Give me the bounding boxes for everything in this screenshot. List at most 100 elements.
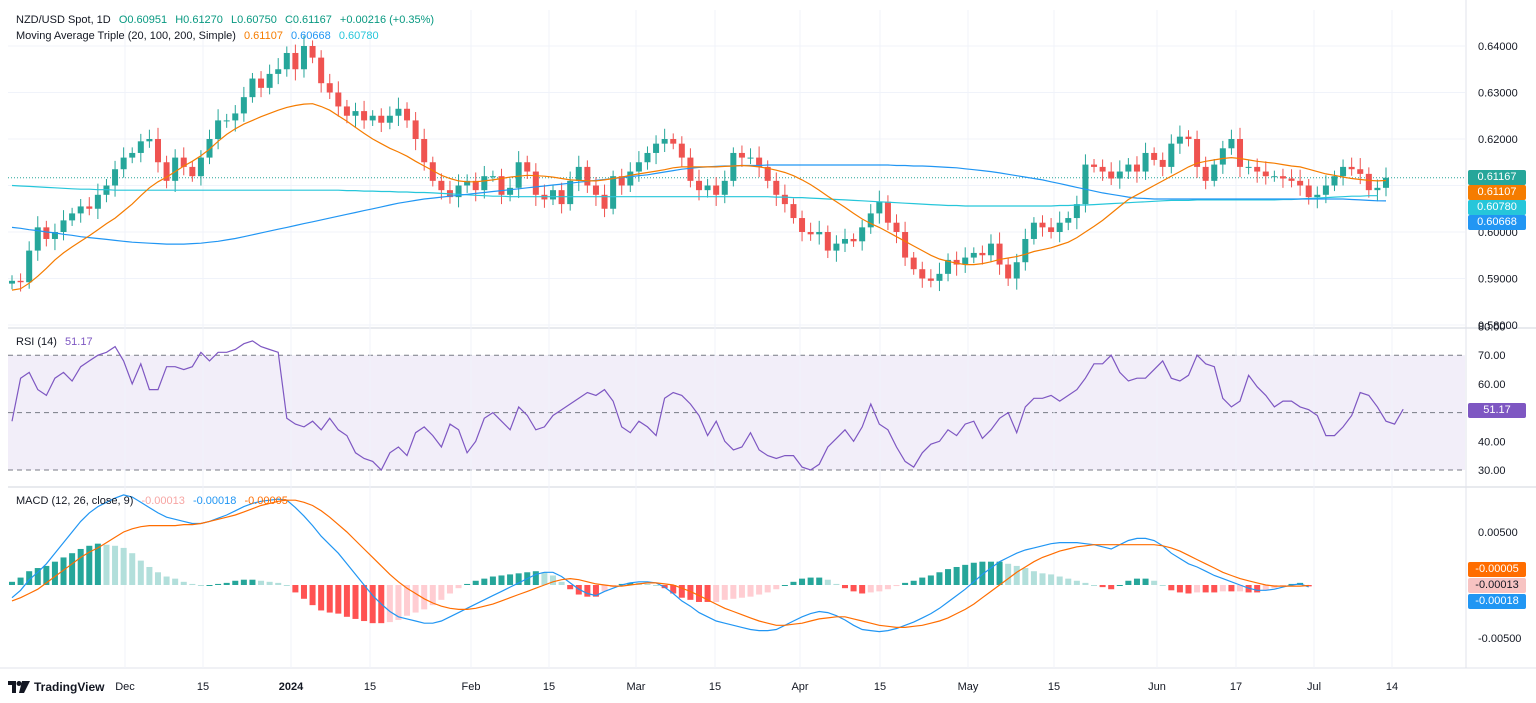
macd-histogram-bar — [112, 545, 119, 585]
candle — [335, 81, 342, 117]
rsi-price-tag: 51.17 — [1468, 403, 1526, 418]
ma-label[interactable]: Moving Average Triple (20, 100, 200, Sim… — [16, 30, 236, 42]
candle-body — [1022, 238, 1029, 263]
candle — [1331, 170, 1338, 192]
candle — [215, 109, 222, 150]
candle — [481, 165, 488, 199]
macd-histogram-bar — [1039, 573, 1046, 585]
candle-body — [369, 115, 376, 121]
candle-body — [309, 46, 316, 58]
time-tick-label: 14 — [1386, 681, 1398, 693]
macd-histogram-bar — [1005, 563, 1012, 585]
candle-body — [670, 139, 677, 144]
candle-body — [953, 259, 960, 265]
candle-body — [1322, 185, 1329, 195]
candle — [1176, 125, 1183, 154]
candle — [824, 225, 831, 259]
candle-body — [326, 83, 333, 93]
candle — [1305, 178, 1312, 205]
macd-histogram-bar — [781, 585, 788, 586]
symbol-label[interactable]: NZD/USD Spot, 1D — [16, 14, 111, 26]
candle-body — [60, 220, 67, 232]
macd-histogram-bar — [910, 580, 917, 585]
candle — [1091, 158, 1098, 173]
candle-body — [223, 120, 230, 122]
candle — [258, 71, 265, 98]
macd-histogram-bar — [146, 566, 153, 585]
candle — [678, 136, 685, 167]
rsi-label[interactable]: RSI (14) — [16, 336, 57, 348]
macd-histogram-bar — [678, 585, 685, 598]
candle — [1133, 156, 1140, 183]
macd-histogram-bar — [343, 585, 350, 617]
candle — [730, 147, 737, 187]
time-tick-label: 15 — [1048, 681, 1060, 693]
macd-histogram-bar — [927, 575, 934, 585]
macd-histogram-bar — [395, 585, 402, 620]
macd-histogram-bar — [240, 579, 247, 585]
macd-histogram-bar — [1254, 585, 1261, 593]
candle — [421, 128, 428, 171]
macd-histogram-bar — [1211, 585, 1218, 593]
candle-body — [1048, 227, 1055, 232]
candle-body — [936, 273, 943, 281]
macd-histogram-bar — [558, 581, 565, 585]
ma200-price-tag: 0.60780 — [1468, 200, 1526, 215]
macd-histogram-bar — [841, 585, 848, 589]
candle — [1237, 127, 1244, 178]
macd-hist-value: -0.00013 — [141, 495, 185, 507]
candle — [1219, 140, 1226, 174]
candle — [1142, 142, 1149, 180]
candle-body — [215, 120, 222, 139]
candle-body — [1065, 218, 1072, 223]
candle — [1288, 169, 1295, 188]
candle-body — [970, 252, 977, 258]
candle-body — [395, 108, 402, 116]
candle-body — [455, 185, 462, 198]
macd-histogram-bar — [962, 564, 969, 585]
macd-hist-tag: -0.00013 — [1468, 578, 1526, 593]
candle-body — [1245, 166, 1252, 168]
candle — [670, 133, 677, 150]
macd-line — [11, 494, 1309, 633]
macd-histogram-bar — [644, 583, 651, 585]
candle-body — [343, 106, 350, 116]
candle — [1314, 186, 1321, 209]
candle-body — [481, 176, 488, 191]
candle-body — [867, 213, 874, 228]
tradingview-logo[interactable]: TradingView — [8, 680, 104, 694]
candle-body — [584, 166, 591, 186]
macd-histogram-bar — [1202, 585, 1209, 593]
time-tick-label: 17 — [1230, 681, 1242, 693]
macd-tick-label: -0.00500 — [1478, 633, 1521, 645]
candle-body — [773, 180, 780, 195]
candle — [1211, 158, 1218, 187]
candle — [799, 210, 806, 242]
candle — [404, 102, 411, 128]
candle — [747, 148, 754, 165]
macd-histogram-bar — [8, 581, 16, 585]
candle — [653, 135, 660, 165]
candle-body — [206, 139, 213, 158]
macd-histogram-bar — [867, 585, 874, 593]
candle-body — [704, 185, 711, 191]
candle — [455, 174, 462, 208]
candle-body — [275, 69, 282, 74]
macd-histogram-bar — [945, 569, 952, 585]
ma100-value: 0.60668 — [291, 30, 331, 42]
candle — [378, 108, 385, 133]
candle-body — [266, 73, 273, 88]
candle — [498, 168, 505, 205]
candle — [120, 147, 127, 178]
candle-body — [120, 157, 127, 170]
candle-body — [747, 157, 754, 159]
change-value: +0.00216 (+0.35%) — [339, 14, 435, 26]
candle — [266, 64, 273, 95]
macd-histogram-bar — [790, 581, 797, 585]
macd-label[interactable]: MACD (12, 26, close, 9) — [16, 495, 134, 507]
candle-body — [240, 97, 247, 114]
candle-body — [180, 157, 187, 167]
macd-histogram-bar — [386, 585, 393, 623]
candle — [1348, 157, 1355, 176]
